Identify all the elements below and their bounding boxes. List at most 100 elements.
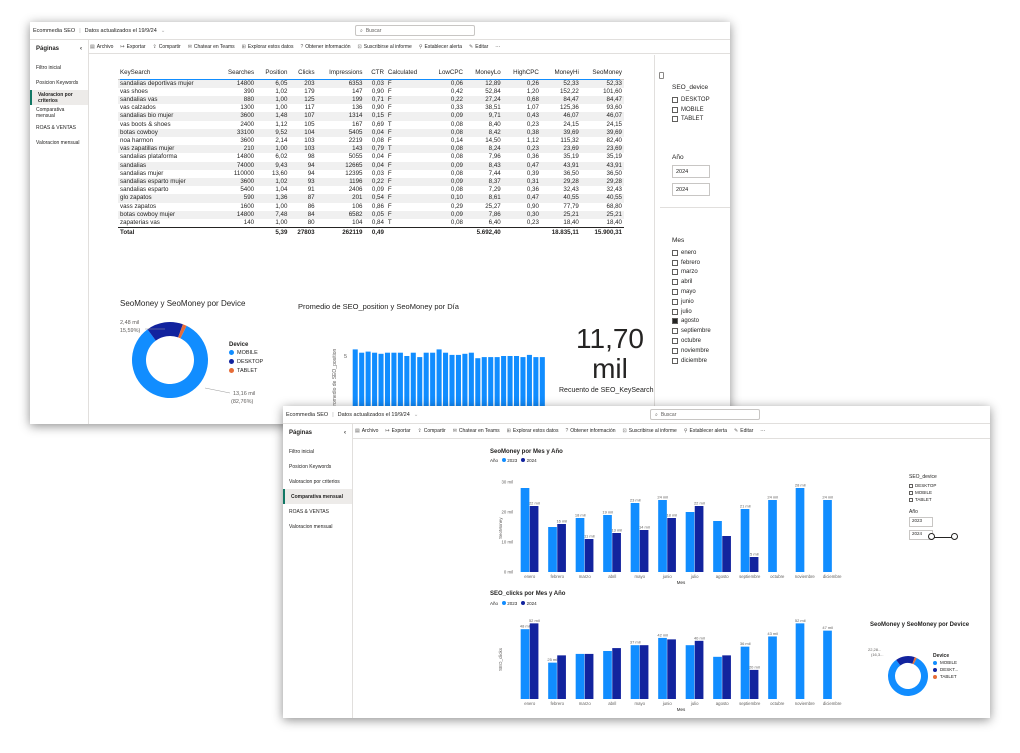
- column-header[interactable]: SeoMoney: [580, 67, 624, 80]
- day-bar[interactable]: [417, 357, 423, 411]
- year-range-slider[interactable]: [928, 533, 958, 541]
- sidebar-item-3[interactable]: Comparativa mensual: [283, 489, 352, 504]
- search-input[interactable]: ⌕ Buscar: [355, 25, 475, 36]
- day-bar[interactable]: [488, 357, 494, 411]
- day-bar[interactable]: [539, 357, 545, 411]
- device-donut-chart[interactable]: 2,48 mil (15,59%) 13,16 mil (82,76%): [120, 315, 280, 415]
- column-header[interactable]: Impressions: [316, 67, 365, 80]
- bar-2024[interactable]: [612, 648, 621, 699]
- day-bar[interactable]: [384, 352, 391, 411]
- bar-2023[interactable]: [768, 636, 777, 699]
- day-bar[interactable]: [391, 352, 397, 411]
- slicer-option[interactable]: noviembre: [672, 346, 711, 356]
- toolbar-button-0[interactable]: ▤ Archivo: [90, 44, 113, 50]
- legend-item[interactable]: MOBILE: [933, 659, 958, 666]
- table-row[interactable]: botas cowboy mujer 14800 7,48 84 6582 0,05 F 0,…: [118, 210, 624, 219]
- bar-2023[interactable]: [823, 630, 832, 699]
- checkbox[interactable]: [909, 483, 913, 488]
- checkbox[interactable]: [672, 289, 678, 296]
- toolbar-button-8[interactable]: ✎ Editar: [469, 44, 488, 50]
- toolbar-button-6[interactable]: ⊡ Suscribirse al informe: [623, 428, 677, 434]
- table-row[interactable]: glo zapatos 590 1,36 87 201 0,54 F 0,10 8,61 0,47…: [118, 194, 624, 203]
- bar-2023[interactable]: [630, 645, 640, 699]
- toolbar-button-1[interactable]: ↦ Exportar: [120, 44, 145, 50]
- sidebar-item-2[interactable]: Valoracion por criterios: [30, 90, 88, 105]
- toolbar-button-6[interactable]: ⊡ Suscribirse al informe: [358, 44, 412, 50]
- more-options-button[interactable]: ···: [760, 428, 766, 434]
- year-input[interactable]: 2024: [672, 165, 710, 178]
- checkbox[interactable]: [672, 249, 678, 256]
- bar-2023[interactable]: [713, 656, 722, 699]
- donut-slice-0[interactable]: [888, 657, 928, 696]
- table-row[interactable]: sandalias plataforma 14800 6,02 98 5055 0,04 F…: [118, 153, 624, 161]
- checkbox[interactable]: [909, 490, 913, 495]
- sidebar-item-4[interactable]: ROAS & VENTAS: [289, 508, 329, 515]
- bar-2024[interactable]: [694, 640, 704, 699]
- day-bar[interactable]: [430, 352, 436, 411]
- legend-item[interactable]: TABLET: [229, 366, 263, 375]
- day-bar[interactable]: [397, 352, 403, 411]
- day-bar[interactable]: [462, 353, 468, 411]
- day-bar[interactable]: [494, 357, 500, 411]
- bar-2023[interactable]: [823, 500, 832, 572]
- toolbar-button-0[interactable]: ▤ Archivo: [355, 428, 378, 434]
- column-header[interactable]: MoneyLo: [464, 67, 503, 80]
- day-bar[interactable]: [481, 357, 487, 411]
- slicer-option[interactable]: MOBILE: [672, 105, 710, 115]
- column-header[interactable]: LowCPC: [428, 67, 465, 80]
- column-header[interactable]: Calculated: [385, 67, 429, 80]
- table-row[interactable]: vas zapatillas mujer 210 1,00 103 143 0,79 T 0,…: [118, 145, 624, 154]
- toolbar-button-8[interactable]: ✎ Editar: [734, 428, 753, 434]
- day-bar[interactable]: [436, 349, 442, 411]
- slicer-option[interactable]: septiembre: [672, 326, 711, 336]
- bar-2023[interactable]: [520, 629, 530, 699]
- bar-2024[interactable]: [749, 669, 759, 699]
- column-header[interactable]: CTR: [364, 67, 386, 80]
- bar-2023[interactable]: [685, 512, 695, 572]
- bar-2024[interactable]: [557, 655, 566, 699]
- toolbar-button-2[interactable]: ⇪ Compartir: [153, 44, 181, 50]
- column-header[interactable]: KeySearch: [118, 67, 218, 80]
- slicer-option[interactable]: marzo: [672, 268, 711, 278]
- checkbox[interactable]: [672, 96, 678, 103]
- sidebar-item-1[interactable]: Posicion Keywords: [289, 463, 332, 470]
- bar-2024[interactable]: [667, 518, 676, 572]
- bar-2024[interactable]: [584, 539, 594, 572]
- table-row[interactable]: zapaterias vas 140 1,00 80 104 0,84 T 0,08 6,40 0…: [118, 219, 624, 228]
- donut-slice-1[interactable]: [147, 322, 183, 341]
- bar-2023[interactable]: [685, 645, 695, 699]
- checkbox[interactable]: [672, 259, 678, 266]
- slicer-option[interactable]: diciembre: [672, 356, 711, 366]
- day-bar[interactable]: [404, 356, 410, 411]
- bar-2023[interactable]: [658, 637, 667, 699]
- toolbar-button-4[interactable]: ⊞ Explorar estos datos: [507, 428, 559, 434]
- search-input[interactable]: ⌕ Buscar: [650, 409, 760, 420]
- day-bar[interactable]: [526, 354, 532, 411]
- checkbox[interactable]: [672, 357, 678, 364]
- checkbox[interactable]: [672, 298, 678, 305]
- table-row[interactable]: sandalias 74000 9,43 94 12665 0,04 F 0,09 8,43 0,…: [118, 161, 624, 170]
- bar-2023[interactable]: [740, 646, 750, 699]
- seomoney-month-chart[interactable]: 0 mil 10 mil 20 mil 30 mil enero 22 mil febrer…: [486, 464, 856, 594]
- day-bar[interactable]: [507, 356, 513, 411]
- bar-2024[interactable]: [722, 655, 731, 699]
- donut-slice-1[interactable]: [896, 656, 915, 666]
- checkbox[interactable]: [672, 279, 678, 286]
- toolbar-button-4[interactable]: ⊞ Explorar estos datos: [242, 44, 294, 50]
- slicer-option[interactable]: DESKTOP: [672, 95, 710, 105]
- checkbox[interactable]: [672, 328, 678, 335]
- legend-item[interactable]: DESKT...: [933, 666, 958, 673]
- day-bar[interactable]: [449, 354, 455, 411]
- slicer-option[interactable]: febrero: [672, 258, 711, 268]
- day-bar[interactable]: [372, 352, 378, 411]
- sidebar-item-4[interactable]: ROAS & VENTAS: [36, 124, 76, 131]
- day-bar[interactable]: [468, 352, 474, 411]
- slicer-option[interactable]: TABLET: [672, 115, 710, 125]
- slicer-option[interactable]: mayo: [672, 287, 711, 297]
- day-bar[interactable]: [455, 354, 461, 411]
- bar-2023[interactable]: [795, 488, 805, 572]
- sidebar-item-1[interactable]: Posicion Keywords: [36, 79, 79, 86]
- year-input[interactable]: 2023: [909, 517, 933, 527]
- legend-item[interactable]: DESKTOP: [229, 357, 263, 366]
- donut-slice-0[interactable]: [131, 325, 208, 398]
